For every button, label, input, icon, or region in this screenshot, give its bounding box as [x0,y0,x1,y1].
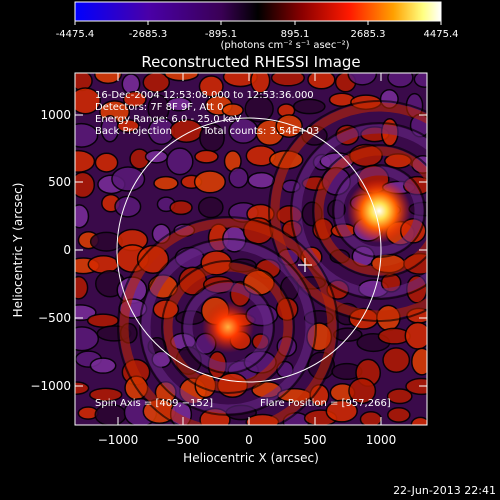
info-block: 16-Dec-2004 12:53:08.000 to 12:53:36.000… [95,90,319,137]
colorbar-tick-label: -4475.4 [56,29,95,40]
y-tick-label: −1000 [30,379,71,393]
info-time-range: 16-Dec-2004 12:53:08.000 to 12:53:36.000 [95,90,314,101]
reconstructed-image [75,73,427,425]
axis-tick-marks [75,73,427,425]
colorbar-ticks: -4475.4 -2685.3 -895.1 895.1 2685.3 4475.4 [56,21,459,40]
x-tick-label: −500 [167,433,200,447]
plot-title: Reconstructed RHESSI Image [141,53,360,71]
info-total-counts: Total counts: 3.54E+03 [202,126,319,137]
y-tick-label: 500 [48,175,71,189]
y-axis-label: Heliocentric Y (arcsec) [11,183,25,318]
x-tick-label: −1000 [98,433,139,447]
source-secondary [202,301,254,353]
x-axis-label: Heliocentric X (arcsec) [183,451,319,465]
colorbar-tick-label: 2685.3 [351,29,386,40]
flare-position-label: Flare Position = [957,266] [260,398,391,409]
colorbar-unit-label: (photons cm⁻² s⁻¹ asec⁻²) [220,40,349,51]
spin-axis-label: Spin Axis = [409,−152] [95,398,213,409]
spin-axis-marker [298,258,312,272]
y-tick-label: 1000 [40,108,71,122]
x-tick-label: 500 [304,433,327,447]
x-tick-label: 0 [245,433,253,447]
info-method: Back Projection [95,126,172,137]
colorbar-tick-label: -2685.3 [129,29,168,40]
x-tick-label: 1000 [366,433,397,447]
info-detectors: Detectors: 7F 8F 9F, Att 0 [95,102,223,113]
timestamp: 22-Jun-2013 22:41 [393,484,496,497]
plot-frame [74,72,428,426]
colorbar-tick-label: 895.1 [281,29,310,40]
solar-limb-circle [116,117,382,383]
y-tick-label: −500 [38,311,71,325]
y-tick-label: 0 [63,243,71,257]
colorbar [74,1,442,22]
colorbar-tick-label: 4475.4 [424,29,459,40]
source-primary [347,179,411,243]
colorbar-tick-label: -895.1 [205,29,237,40]
info-energy-range: Energy Range: 6.0 - 25.0 keV [95,114,241,125]
